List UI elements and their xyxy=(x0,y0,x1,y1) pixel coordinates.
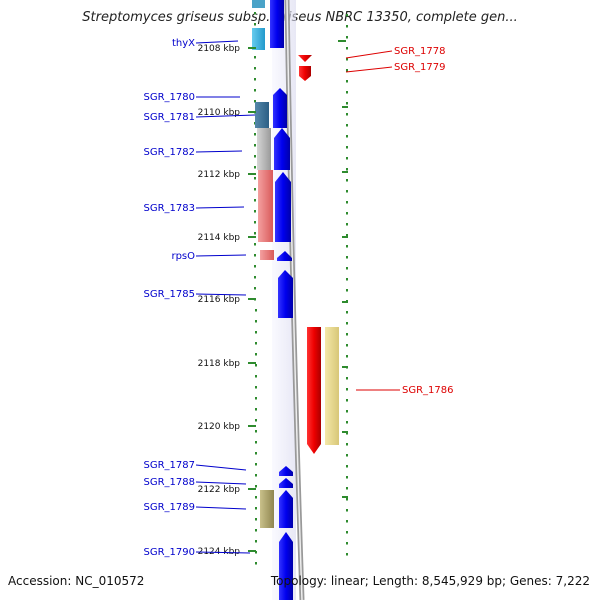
tick-label: 2114 kbp xyxy=(198,233,241,243)
tick-mark xyxy=(248,173,256,175)
gene-label-left[interactable]: SGR_1788 xyxy=(144,477,196,488)
right-gene-labels: SGR_1778 SGR_1779 SGR_1786 xyxy=(345,46,454,396)
leader-line xyxy=(195,254,247,257)
leader-line xyxy=(195,481,247,485)
gene-label-left[interactable]: rpsO xyxy=(171,251,195,262)
feature-bar-top[interactable] xyxy=(252,0,265,8)
right-dotted-track xyxy=(338,14,348,556)
scale-ticks: 2108 kbp 2110 kbp 2112 kbp 2114 kbp 2116 kbp… xyxy=(198,44,256,557)
leader-line xyxy=(195,40,239,44)
leader-line xyxy=(195,551,251,554)
leader-line xyxy=(195,206,245,209)
gene-label-left[interactable]: SGR_1782 xyxy=(144,147,196,158)
leader-line xyxy=(195,293,247,296)
gene-label-left[interactable]: SGR_1780 xyxy=(144,92,196,103)
forward-gene-sgr1788[interactable] xyxy=(279,478,293,488)
leader-line xyxy=(345,66,393,73)
forward-gene-thyx[interactable] xyxy=(270,0,284,48)
tick-mark xyxy=(248,47,256,49)
forward-gene-rpso[interactable] xyxy=(277,251,292,261)
gene-label-right[interactable]: SGR_1778 xyxy=(394,46,446,57)
sgr1781-feature-bar[interactable] xyxy=(255,102,269,128)
tick-label: 2112 kbp xyxy=(198,170,241,180)
tick-label: 2120 kbp xyxy=(198,422,241,432)
tick-mark xyxy=(248,550,256,552)
tick-mark xyxy=(248,488,256,490)
gene-label-right[interactable]: SGR_1779 xyxy=(394,62,446,73)
sgr1783-feature-bar[interactable] xyxy=(258,170,273,242)
leader-line xyxy=(195,464,247,471)
sgr1789-feature-bar[interactable] xyxy=(260,490,274,528)
topology-summary: Topology: linear; Length: 8,545,929 bp; … xyxy=(270,574,590,588)
thyx-feature-bar[interactable] xyxy=(252,28,265,50)
gene-label-right[interactable]: SGR_1786 xyxy=(402,385,454,396)
gene-label-left[interactable]: SGR_1783 xyxy=(144,203,196,214)
tick-label: 2118 kbp xyxy=(198,359,241,369)
forward-gene-sgr1781[interactable] xyxy=(274,128,290,170)
rpso-feature-bar[interactable] xyxy=(260,250,274,260)
gene-label-left[interactable]: SGR_1787 xyxy=(144,460,196,471)
reverse-gene-sgr1778[interactable] xyxy=(298,55,312,62)
reverse-gene-sgr1779[interactable] xyxy=(299,66,311,81)
leader-line xyxy=(195,114,256,118)
forward-gene-sgr1789[interactable] xyxy=(279,490,293,528)
gene-label-left[interactable]: SGR_1789 xyxy=(144,502,196,513)
forward-gene-sgr1780[interactable] xyxy=(273,88,287,128)
leader-line xyxy=(345,50,393,59)
gene-label-left[interactable]: SGR_1790 xyxy=(144,547,196,558)
tick-label: 2116 kbp xyxy=(198,295,241,305)
tick-label: 2110 kbp xyxy=(198,108,241,118)
tick-label: 2108 kbp xyxy=(198,44,241,54)
accession-text: Accession: NC_010572 xyxy=(8,574,145,588)
tick-mark xyxy=(248,362,256,364)
leader-line xyxy=(195,150,243,153)
left-gene-labels: thyX SGR_1780 SGR_1781 SGR_1782 SGR_1783 rpsO… xyxy=(144,38,256,558)
forward-gene-sgr1782[interactable] xyxy=(275,172,291,242)
leader-line xyxy=(195,506,247,510)
forward-gene-sgr1790[interactable] xyxy=(279,532,293,600)
tick-mark xyxy=(248,111,256,113)
map-title: Streptomyces griseus subsp. griseus NBRC… xyxy=(82,10,518,25)
tick-mark xyxy=(248,425,256,427)
gene-label-left[interactable]: SGR_1781 xyxy=(144,112,196,123)
tick-mark xyxy=(248,236,256,238)
left-dotted-track xyxy=(254,12,257,565)
reverse-gene-sgr1786[interactable] xyxy=(307,327,321,454)
forward-gene-sgr1785[interactable] xyxy=(278,270,293,318)
tick-label: 2122 kbp xyxy=(198,485,241,495)
sgr1782-feature-bar[interactable] xyxy=(257,128,271,170)
sgr1786-feature-bar[interactable] xyxy=(325,327,339,445)
forward-gene-sgr1787[interactable] xyxy=(279,466,293,476)
tick-mark xyxy=(248,298,256,300)
gene-label-left[interactable]: thyX xyxy=(172,38,195,49)
gene-label-left[interactable]: SGR_1785 xyxy=(144,289,196,300)
